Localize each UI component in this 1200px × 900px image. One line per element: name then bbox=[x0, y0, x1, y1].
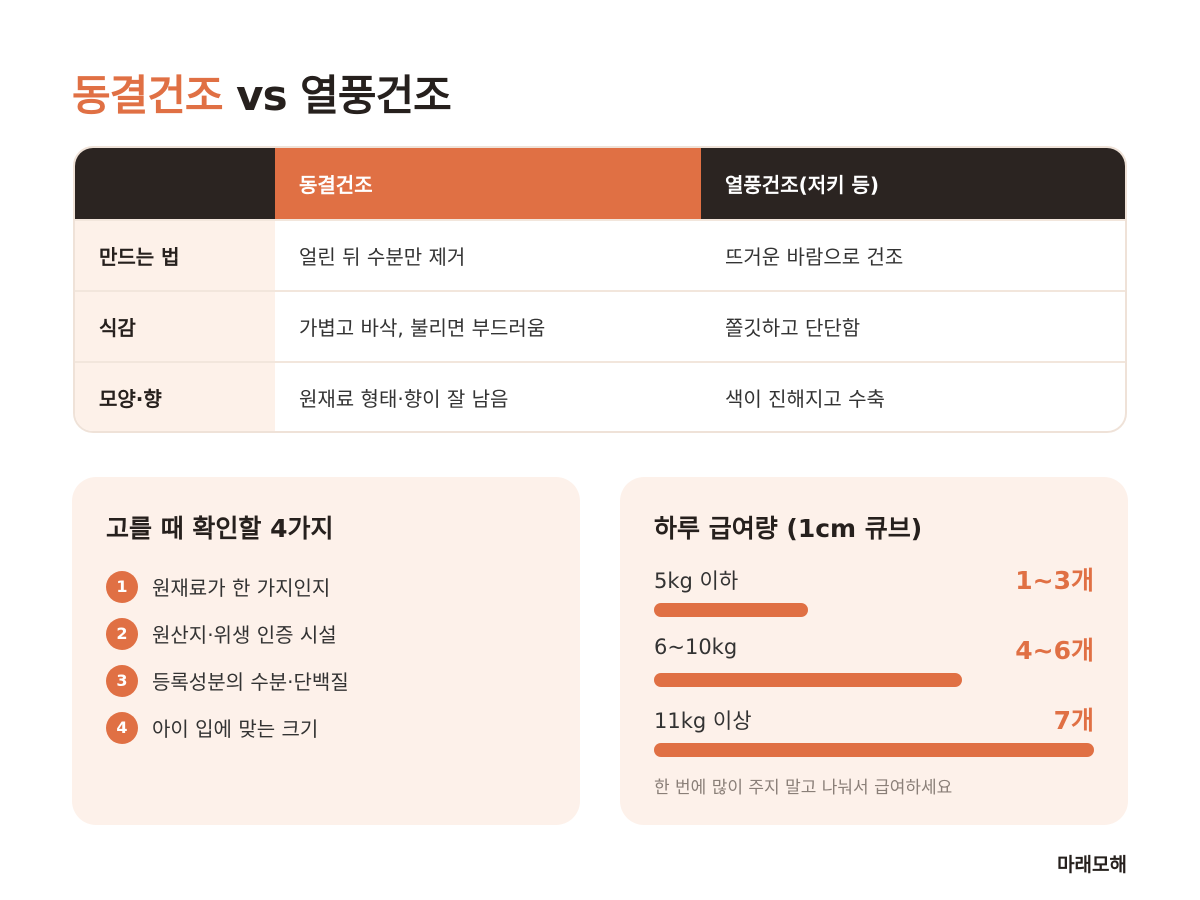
table-cell: 원재료 형태·향이 잘 남음 bbox=[299, 387, 509, 411]
checklist: 1 원재료가 한 가지인지 2 원산지·위생 인증 시설 3 등록성분의 수분·… bbox=[106, 563, 349, 751]
number-badge: 1 bbox=[106, 570, 138, 603]
weight-label: 11kg 이상 bbox=[654, 709, 752, 733]
table-header-row: 동결건조 열풍건조(저키 등) bbox=[75, 148, 1125, 219]
dosage-bar bbox=[654, 673, 962, 687]
list-item-label: 원재료가 한 가지인지 bbox=[152, 576, 331, 600]
list-item-label: 아이 입에 맞는 크기 bbox=[152, 717, 319, 741]
table-cell: 쫄깃하고 단단함 bbox=[725, 316, 861, 340]
comparison-table: 동결건조 열풍건조(저키 등) 만드는 법 얼린 뒤 수분만 제거 뜨거운 바람… bbox=[73, 146, 1127, 433]
table-cell: 얼린 뒤 수분만 제거 bbox=[299, 245, 466, 269]
header-cell-hot-air-dried: 열풍건조(저키 등) bbox=[725, 173, 880, 197]
dosage-value: 7개 bbox=[1053, 706, 1094, 735]
list-item-label: 원산지·위생 인증 시설 bbox=[152, 623, 337, 647]
table-row: 모양·향 원재료 형태·향이 잘 남음 색이 진해지고 수축 bbox=[75, 361, 1125, 431]
dosage-bar bbox=[654, 603, 808, 617]
dosage-note: 한 번에 많이 주지 말고 나눠서 급여하세요 bbox=[654, 778, 953, 798]
header-cell-freeze-dried: 동결건조 bbox=[275, 148, 701, 219]
page-title: 동결건조 vs 열풍건조 bbox=[72, 62, 452, 123]
list-item-label: 등록성분의 수분·단백질 bbox=[152, 670, 349, 694]
checklist-card: 고를 때 확인할 4가지 1 원재료가 한 가지인지 2 원산지·위생 인증 시… bbox=[72, 477, 580, 825]
number-badge: 3 bbox=[106, 664, 138, 697]
table-cell: 뜨거운 바람으로 건조 bbox=[725, 245, 904, 269]
dosage-value: 4~6개 bbox=[1015, 636, 1094, 665]
title-rest: vs 열풍건조 bbox=[222, 71, 452, 120]
row-label: 만드는 법 bbox=[75, 221, 275, 290]
list-item: 4 아이 입에 맞는 크기 bbox=[106, 704, 349, 751]
table-row: 식감 가볍고 바삭, 불리면 부드러움 쫄깃하고 단단함 bbox=[75, 290, 1125, 361]
header-cell-empty bbox=[75, 148, 275, 219]
weight-label: 6~10kg bbox=[654, 635, 738, 659]
dosage-card: 하루 급여량 (1cm 큐브) 5kg 이하 1~3개 6~10kg 4~6개 … bbox=[620, 477, 1128, 825]
table-cell: 색이 진해지고 수축 bbox=[725, 387, 885, 411]
dosage-bar bbox=[654, 743, 1094, 757]
number-badge: 2 bbox=[106, 617, 138, 650]
brand-name: 마래모해 bbox=[1057, 854, 1127, 876]
row-label: 모양·향 bbox=[75, 363, 275, 431]
table-row: 만드는 법 얼린 뒤 수분만 제거 뜨거운 바람으로 건조 bbox=[75, 219, 1125, 290]
table-cell: 가볍고 바삭, 불리면 부드러움 bbox=[299, 316, 546, 340]
list-item: 2 원산지·위생 인증 시설 bbox=[106, 610, 349, 657]
dosage-item: 11kg 이상 7개 bbox=[654, 705, 1094, 775]
dosage-title: 하루 급여량 (1cm 큐브) bbox=[654, 514, 923, 543]
title-accent: 동결건조 bbox=[72, 71, 224, 120]
checklist-title: 고를 때 확인할 4가지 bbox=[106, 514, 334, 543]
dosage-value: 1~3개 bbox=[1015, 566, 1094, 595]
dosage-item: 5kg 이하 1~3개 bbox=[654, 565, 1094, 635]
number-badge: 4 bbox=[106, 711, 138, 744]
dosage-list: 5kg 이하 1~3개 6~10kg 4~6개 11kg 이상 7개 bbox=[654, 565, 1094, 775]
list-item: 3 등록성분의 수분·단백질 bbox=[106, 657, 349, 704]
list-item: 1 원재료가 한 가지인지 bbox=[106, 563, 349, 610]
dosage-item: 6~10kg 4~6개 bbox=[654, 635, 1094, 705]
row-label: 식감 bbox=[75, 292, 275, 361]
weight-label: 5kg 이하 bbox=[654, 569, 739, 593]
